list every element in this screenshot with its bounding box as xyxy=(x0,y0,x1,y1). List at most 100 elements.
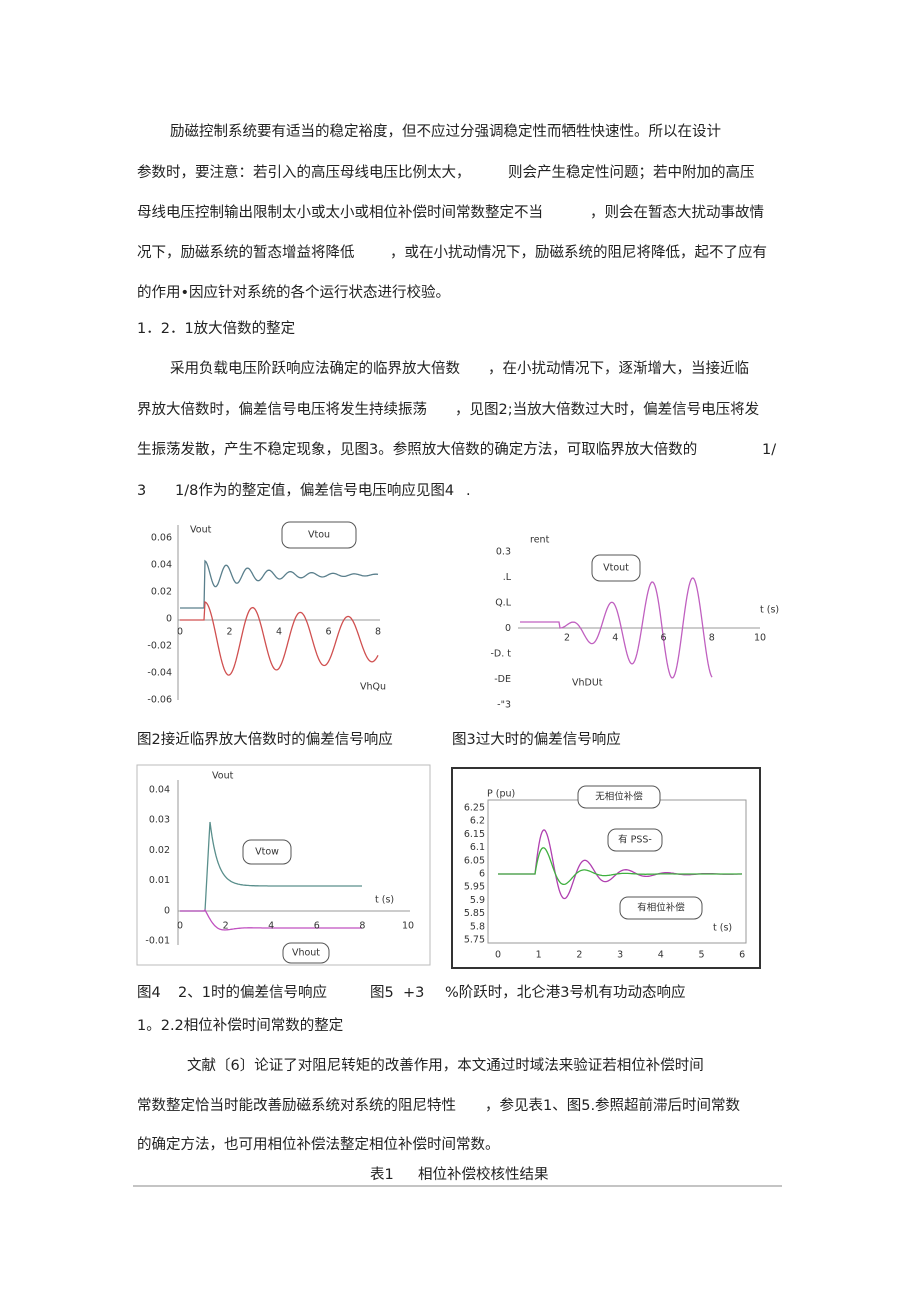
figure-curve xyxy=(180,559,379,609)
figure-text: t (s) xyxy=(375,895,394,906)
figure-text: 0.02 xyxy=(149,845,170,856)
figure-text: 5.75 xyxy=(464,935,485,946)
paragraph-line: 的确定方法，也可用相位补偿法整定相位补偿时间常数。 xyxy=(137,1137,500,1153)
figure-text: Vtout xyxy=(603,563,629,574)
plot-frame xyxy=(487,799,747,944)
figure-text: -0.06 xyxy=(147,695,172,706)
figure-text: 8 xyxy=(375,627,381,638)
figure-text: 5.9 xyxy=(470,895,485,906)
figure-text: 4 xyxy=(658,950,664,961)
paragraph-line: 的作用•因应针对系统的各个运行状态进行校验。 xyxy=(137,285,451,301)
figure-text: Vout xyxy=(190,525,212,536)
figure-text: 6 xyxy=(660,633,666,644)
figure-text: -"3 xyxy=(497,700,511,711)
figure-text: 5.85 xyxy=(464,908,485,919)
figure-curve xyxy=(180,908,362,931)
figure-text: -DE xyxy=(494,674,511,685)
figure-text: 0 xyxy=(177,627,183,638)
callout-box xyxy=(607,828,663,852)
figure-text: 2 xyxy=(223,921,229,932)
caption: 图2接近临界放大倍数时的偏差信号响应 xyxy=(137,732,393,748)
paragraph-line: 励磁控制系统要有适当的稳定裕度，但不应过分强调稳定性而牺牲快速性。所以在设计 xyxy=(170,124,721,140)
paragraph-line: 况下，励磁系统的暂态增益将降低 xyxy=(137,245,355,261)
figure-text: Vout xyxy=(212,771,234,782)
figure-text: 5.95 xyxy=(464,882,485,893)
figure-text: -0.04 xyxy=(147,668,172,679)
figure-text: 无相位补偿 xyxy=(595,791,643,803)
figure-text: 8 xyxy=(359,921,365,932)
paragraph-line: 3 xyxy=(137,483,147,499)
figure-text: 0.02 xyxy=(151,587,172,598)
figure-text: 10 xyxy=(754,633,766,644)
figure-text: t (s) xyxy=(713,923,732,934)
figure-text: 4 xyxy=(612,633,618,644)
paragraph-line: 1/ xyxy=(762,442,777,458)
callout-box xyxy=(281,521,357,549)
figure-text: 0.3 xyxy=(496,547,511,558)
figure-text: 0 xyxy=(177,921,183,932)
caption: 图4 xyxy=(137,985,161,1001)
callout-box xyxy=(591,554,641,582)
figure-text: 6 xyxy=(479,869,485,880)
figure-text: 6.05 xyxy=(464,855,485,866)
figure-frame xyxy=(136,764,431,966)
paragraph-line: ，则会在暂态大扰动事故情 xyxy=(590,205,764,221)
figure-text: 6.25 xyxy=(464,803,485,814)
figure-text: Vhout xyxy=(292,948,320,959)
figure-text: rent xyxy=(530,535,550,546)
figure-text: 有 PSS- xyxy=(618,834,652,846)
caption: 2、1时的偏差信号响应 xyxy=(178,985,327,1001)
caption: 图5 xyxy=(370,985,394,1001)
figure-text: 0 xyxy=(495,950,501,961)
figure-text: 6 xyxy=(314,921,320,932)
figure-art xyxy=(133,521,782,1187)
paragraph-line: . xyxy=(466,483,471,499)
figure-text: 6.1 xyxy=(470,842,485,853)
caption: 表1 xyxy=(370,1167,394,1183)
callout-box xyxy=(577,785,661,809)
figure-text: 5.8 xyxy=(470,921,485,932)
figure-text: 0.04 xyxy=(151,560,172,571)
callout-box xyxy=(282,942,330,964)
figure-text: 6.2 xyxy=(470,816,485,827)
figure-text: 2 xyxy=(564,633,570,644)
heading: 1．2．1放大倍数的整定 xyxy=(137,321,296,337)
figure-text: 1 xyxy=(536,950,542,961)
figure-text: 0.01 xyxy=(149,875,170,886)
figure-text: P (pu) xyxy=(487,789,515,800)
figure-text: 10 xyxy=(402,921,414,932)
figure-frame xyxy=(451,767,761,969)
figure-text: Vtow xyxy=(255,847,279,858)
heading: 1。2.2相位补偿时间常数的整定 xyxy=(137,1018,344,1034)
figure-text: 2 xyxy=(576,950,582,961)
figure-curve xyxy=(520,577,713,679)
paragraph-line: ，在小扰动情况下，逐渐增大，当接近临 xyxy=(488,361,749,377)
figure-curve xyxy=(180,821,362,912)
paragraph-line: ，或在小扰动情况下，励磁系统的阻尼将降低，起不了应有 xyxy=(390,245,767,261)
figure-text: 0 xyxy=(505,623,511,634)
paragraph-line: 常数整定恰当时能改善励磁系统对系统的阻尼特性 xyxy=(137,1098,456,1114)
paragraph-line: 参数时，要注意：若引入的高压母线电压比例太大， xyxy=(137,165,471,181)
paragraph-line: 采用负载电压阶跃响应法确定的临界放大倍数 xyxy=(170,361,460,377)
figure-text: 6 xyxy=(739,950,745,961)
figure-text: 4 xyxy=(276,627,282,638)
figure-text: 2 xyxy=(226,627,232,638)
figure-text: t (s) xyxy=(760,605,779,616)
figure-text: 6 xyxy=(325,627,331,638)
figure-text: Vtou xyxy=(308,530,330,541)
callout-box xyxy=(242,839,292,865)
figure-text: 5 xyxy=(698,950,704,961)
figure-curve xyxy=(180,600,379,676)
figure-text: 0.06 xyxy=(151,533,172,544)
paragraph-line: 母线电压控制输出限制太小或太小或相位补偿时间常数整定不当 xyxy=(137,205,543,221)
figure-text: 0 xyxy=(164,905,170,916)
paragraph-line: 界放大倍数时，偏差信号电压将发生持续振荡 xyxy=(137,402,427,418)
figure-text: 0 xyxy=(166,614,172,625)
figure-curve xyxy=(498,847,742,886)
figure-text: 有相位补偿 xyxy=(637,902,685,914)
caption: +3 xyxy=(403,985,425,1001)
paragraph-line: 1/8作为的整定值，偏差信号电压响应见图4 xyxy=(175,483,455,499)
figure-text: -D. t xyxy=(490,649,511,660)
